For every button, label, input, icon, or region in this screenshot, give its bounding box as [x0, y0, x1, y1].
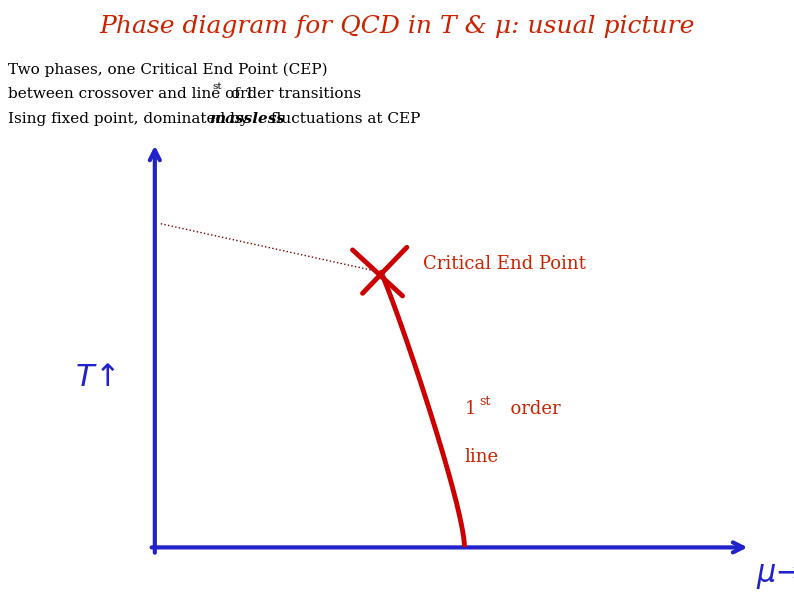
Text: $T\!\uparrow$: $T\!\uparrow$	[75, 362, 116, 393]
Text: st: st	[480, 395, 491, 408]
Text: $\mu\!\rightarrow$: $\mu\!\rightarrow$	[757, 560, 794, 591]
Text: Ising fixed point, dominated by: Ising fixed point, dominated by	[8, 112, 253, 127]
Text: massless: massless	[209, 112, 285, 127]
Text: order transitions: order transitions	[226, 87, 361, 102]
Text: st: st	[213, 82, 222, 90]
Text: Critical End Point: Critical End Point	[423, 255, 586, 273]
Text: Two phases, one Critical End Point (CEP): Two phases, one Critical End Point (CEP)	[8, 62, 328, 77]
Text: order: order	[499, 400, 561, 418]
Text: 1: 1	[464, 400, 476, 418]
Text: fluctuations at CEP: fluctuations at CEP	[266, 112, 420, 127]
Text: line: line	[464, 449, 499, 466]
Text: Phase diagram for QCD in T & μ: usual picture: Phase diagram for QCD in T & μ: usual pi…	[99, 15, 695, 38]
Text: between crossover and line of 1: between crossover and line of 1	[8, 87, 254, 102]
